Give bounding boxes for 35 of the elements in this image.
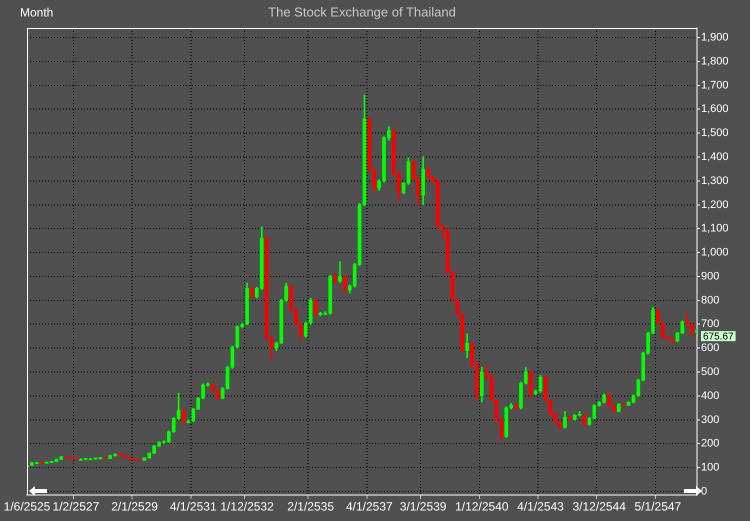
x-tick-label: 4/1/2537 (346, 500, 394, 514)
y-tick-label: 1,900 (701, 32, 729, 44)
x-tick-label: 4/1/2543 (517, 500, 564, 514)
chart-title: The Stock Exchange of Thailand (268, 4, 456, 20)
y-tick-label: 100 (701, 462, 720, 474)
y-tick-label: 1,500 (701, 127, 729, 140)
y-tick-label: 0 (701, 485, 708, 498)
y-tick-label: 400 (701, 390, 720, 402)
x-tick-label: 3/12/2544 (572, 500, 626, 514)
y-tick-label: 1,100 (701, 222, 729, 235)
y-tick-label: 1,000 (701, 246, 729, 259)
y-tick-label: 1,200 (701, 198, 729, 211)
y-tick-label: 1,300 (701, 174, 729, 187)
y-tick-label: 300 (701, 414, 720, 426)
x-tick-label: 4/1/2531 (170, 500, 217, 514)
y-tick-label: 1,700 (701, 79, 729, 92)
y-tick-label: 700 (701, 318, 720, 330)
x-axis-title: Month (20, 5, 54, 20)
y-tick-label: 1,600 (701, 103, 729, 116)
x-tick-label: 2/1/2529 (111, 500, 158, 514)
y-tick-label: 900 (701, 270, 720, 282)
y-tick-label: 800 (701, 294, 720, 306)
x-tick-label: 1/2/2527 (52, 500, 100, 514)
x-tick-label: 5/1/2547 (634, 500, 682, 514)
y-tick-label: 500 (701, 366, 720, 378)
x-tick-label: 3/1/2539 (400, 500, 447, 514)
y-tick-label: 1,800 (701, 55, 729, 68)
y-tick-label: 200 (701, 438, 720, 450)
y-tick-label: 600 (701, 342, 720, 354)
x-tick-label: 1/12/2532 (220, 500, 274, 514)
x-tick-label: 2/1/2535 (287, 500, 334, 514)
text: 675.67 (703, 331, 734, 342)
x-tick-label: 1/6/2525 (4, 500, 51, 514)
y-tick-label: 1,400 (701, 151, 729, 164)
x-tick-label: 1/12/2540 (455, 500, 509, 514)
